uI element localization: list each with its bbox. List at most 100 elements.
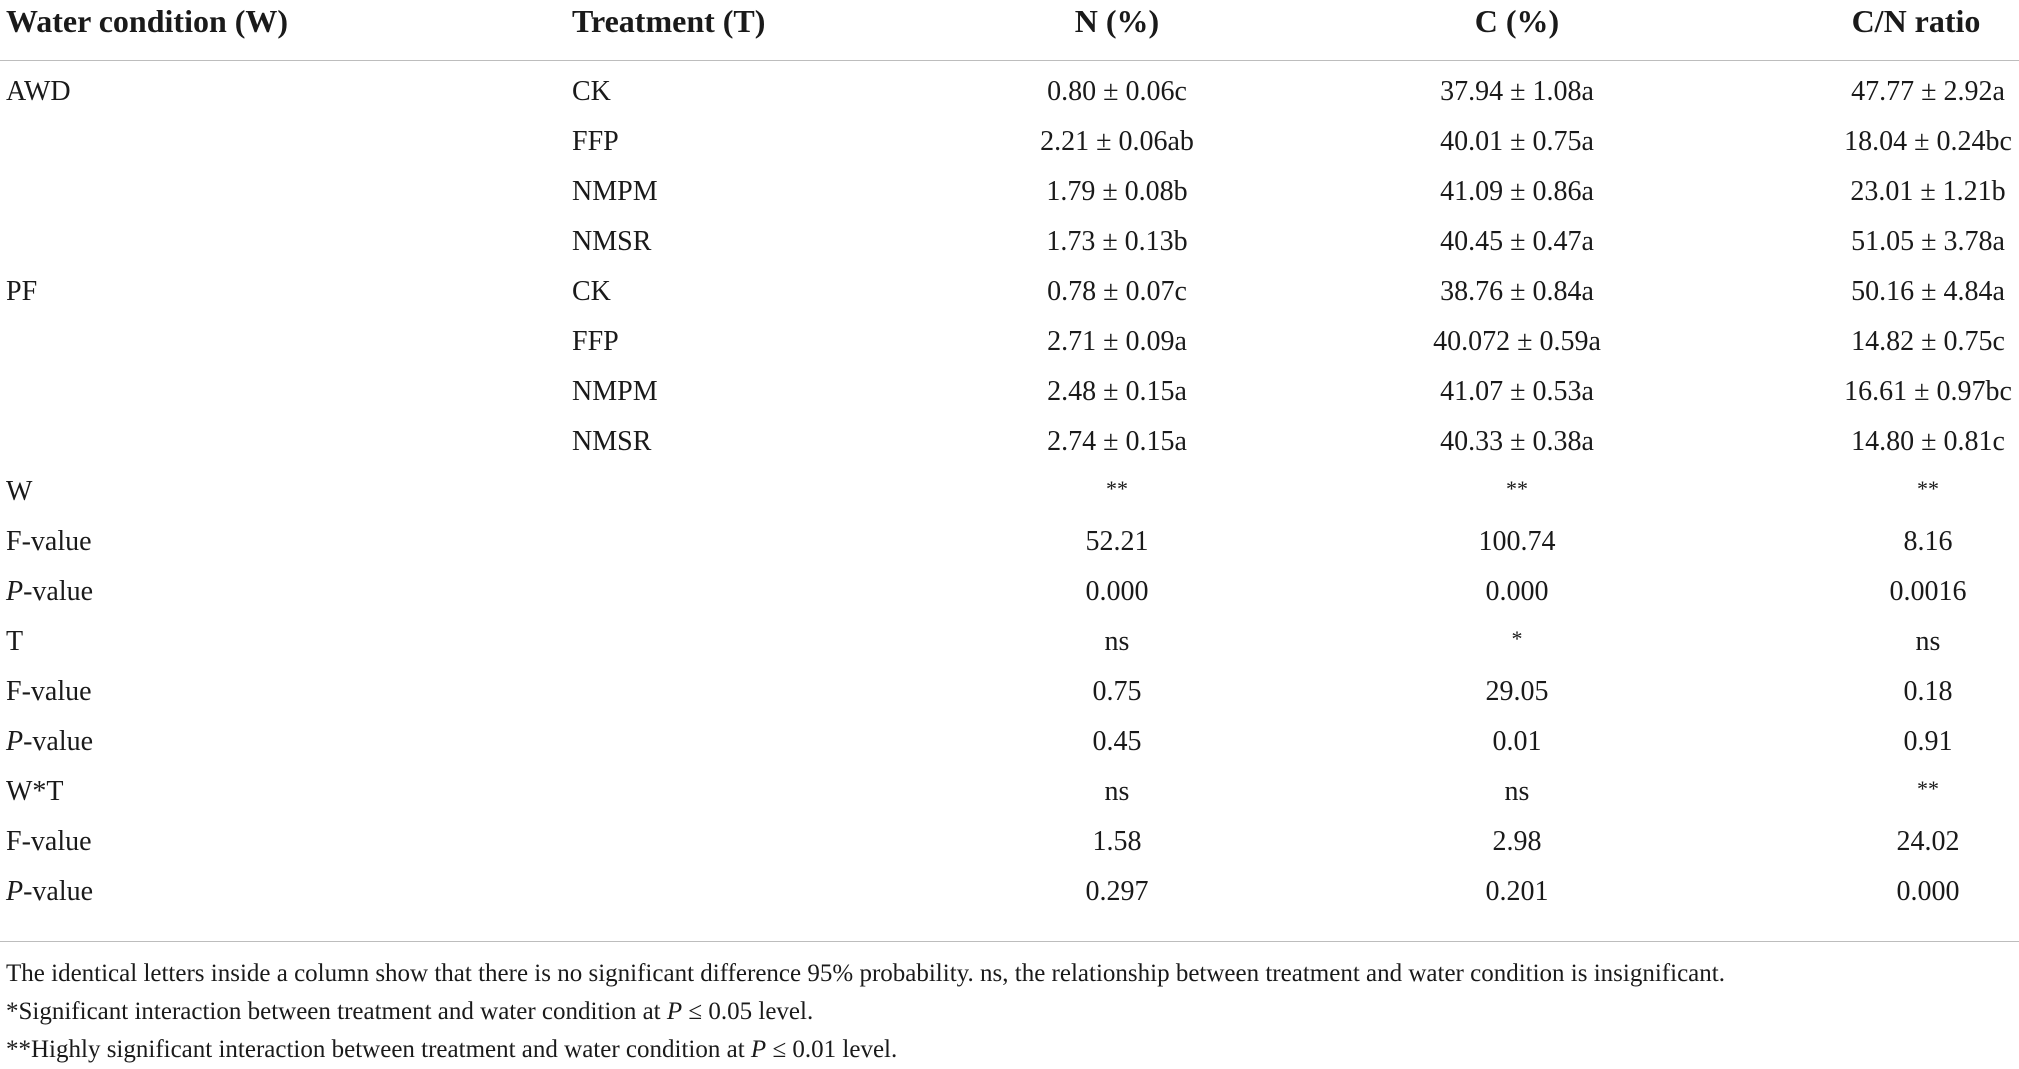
cell-n-stat: 52.21 bbox=[1085, 526, 1149, 557]
table-row: AWD CK 0.80 ± 0.06c 37.94 ± 1.08a 47.77 ± 2.… bbox=[0, 67, 2019, 117]
cell-cn-stat: ns bbox=[1915, 626, 1941, 657]
footnote-letters: The identical letters inside a column sh… bbox=[6, 960, 1725, 987]
cell-water-condition: PF bbox=[6, 276, 38, 307]
cell-cn-stat: ** bbox=[1917, 476, 1939, 501]
cell-cn-stat: 0.91 bbox=[1903, 726, 1953, 757]
cell-stat-label: F-value bbox=[6, 676, 92, 707]
cell-c-stat: 100.74 bbox=[1478, 526, 1556, 557]
stat-label-italic: P bbox=[6, 876, 24, 907]
stat-label-rest: -value bbox=[23, 576, 94, 607]
stat-label-rest: -value bbox=[23, 726, 94, 757]
cell-cn-ratio: 18.04 ± 0.24bc bbox=[1844, 126, 2012, 157]
table-row: NMSR 2.74 ± 0.15a 40.33 ± 0.38a 14.80 ± 0.8… bbox=[0, 417, 2019, 467]
cell-n-stat: 0.75 bbox=[1092, 676, 1142, 707]
cell-stat-label: P-value bbox=[6, 717, 93, 767]
cell-n-stat: 0.45 bbox=[1092, 726, 1142, 757]
cell-c-stat: ** bbox=[1506, 476, 1528, 501]
cell-cn-ratio: 51.05 ± 3.78a bbox=[1851, 226, 2005, 257]
cell-cn-stat: 8.16 bbox=[1903, 526, 1953, 557]
cell-cn-stat: ** bbox=[1917, 776, 1939, 801]
table-body: AWD CK 0.80 ± 0.06c 37.94 ± 1.08a 47.77 ± 2.… bbox=[0, 61, 2019, 917]
stats-row: F-value 52.21 100.74 8.16 bbox=[0, 517, 2019, 567]
results-table: Water condition (W) Treatment (T) N (%) … bbox=[0, 0, 2019, 917]
footnote-highly-significant-p: P bbox=[750, 1036, 767, 1063]
cell-treatment: NMPM bbox=[572, 176, 658, 207]
footnote-highly-significant-text: **Highly significant interaction between… bbox=[6, 1036, 751, 1063]
cell-c-stat: ns bbox=[1504, 776, 1530, 807]
cell-c-stat: 0.000 bbox=[1485, 576, 1549, 607]
cell-c-stat: 0.201 bbox=[1485, 876, 1549, 907]
cell-n-percent: 0.78 ± 0.07c bbox=[1047, 276, 1187, 307]
stat-label-italic: P bbox=[6, 576, 24, 607]
cell-n-percent: 1.79 ± 0.08b bbox=[1046, 176, 1188, 207]
table-row: FFP 2.71 ± 0.09a 40.072 ± 0.59a 14.82 ± 0.7… bbox=[0, 317, 2019, 367]
cell-c-percent: 41.07 ± 0.53a bbox=[1440, 376, 1594, 407]
footnote-highly-significant-level: ≤ 0.01 level. bbox=[766, 1036, 898, 1063]
table-footnotes: The identical letters inside a column sh… bbox=[6, 955, 2006, 1069]
cell-treatment: FFP bbox=[572, 126, 619, 157]
cell-n-percent: 2.71 ± 0.09a bbox=[1047, 326, 1187, 357]
table-row: NMSR 1.73 ± 0.13b 40.45 ± 0.47a 51.05 ± 3.7… bbox=[0, 217, 2019, 267]
cell-cn-stat: 0.18 bbox=[1903, 676, 1953, 707]
cell-c-percent: 40.01 ± 0.75a bbox=[1440, 126, 1594, 157]
stats-row: W*T ns ns ** bbox=[0, 767, 2019, 817]
cell-stat-label: W*T bbox=[6, 776, 64, 807]
cell-n-stat: ns bbox=[1104, 626, 1130, 657]
cell-cn-ratio: 47.77 ± 2.92a bbox=[1851, 76, 2005, 107]
cell-stat-label: F-value bbox=[6, 526, 92, 557]
cell-c-percent: 40.072 ± 0.59a bbox=[1433, 326, 1601, 357]
cell-treatment: NMSR bbox=[572, 426, 652, 457]
table-header: Water condition (W) Treatment (T) N (%) … bbox=[0, 0, 2019, 61]
cell-cn-ratio: 50.16 ± 4.84a bbox=[1851, 276, 2005, 307]
cell-cn-ratio: 14.82 ± 0.75c bbox=[1851, 326, 2005, 357]
cell-stat-label: P-value bbox=[6, 567, 93, 617]
stats-row: P-value 0.297 0.201 0.000 bbox=[0, 867, 2019, 917]
table-bottom-rule bbox=[0, 941, 2019, 942]
cell-treatment: NMPM bbox=[572, 376, 658, 407]
header-n-percent: N (%) bbox=[1074, 3, 1160, 39]
table-row: PF CK 0.78 ± 0.07c 38.76 ± 0.84a 50.16 ± 4.8… bbox=[0, 267, 2019, 317]
stats-row: P-value 0.45 0.01 0.91 bbox=[0, 717, 2019, 767]
cell-cn-stat: 0.000 bbox=[1896, 876, 1960, 907]
stats-row: F-value 0.75 29.05 0.18 bbox=[0, 667, 2019, 717]
cell-c-percent: 40.45 ± 0.47a bbox=[1440, 226, 1594, 257]
cell-stat-label: P-value bbox=[6, 867, 93, 917]
table-row: NMPM 2.48 ± 0.15a 41.07 ± 0.53a 16.61 ± 0.9… bbox=[0, 367, 2019, 417]
cell-n-percent: 1.73 ± 0.13b bbox=[1046, 226, 1188, 257]
cell-stat-label: F-value bbox=[6, 826, 92, 857]
footnote-significant-p: P bbox=[666, 998, 683, 1025]
footnote-significant: *Significant interaction between treatme… bbox=[6, 993, 2006, 1031]
footnote-significant-level: ≤ 0.05 level. bbox=[682, 998, 814, 1025]
cell-c-percent: 41.09 ± 0.86a bbox=[1440, 176, 1594, 207]
stats-row: W ** ** ** bbox=[0, 467, 2019, 517]
cell-treatment: FFP bbox=[572, 326, 619, 357]
cell-n-stat: 1.58 bbox=[1092, 826, 1142, 857]
cell-c-stat: 29.05 bbox=[1485, 676, 1549, 707]
stats-row: F-value 1.58 2.98 24.02 bbox=[0, 817, 2019, 867]
cell-cn-ratio: 23.01 ± 1.21b bbox=[1850, 176, 2006, 207]
cell-cn-ratio: 14.80 ± 0.81c bbox=[1851, 426, 2005, 457]
cell-n-percent: 0.80 ± 0.06c bbox=[1047, 76, 1187, 107]
cell-c-stat: 2.98 bbox=[1492, 826, 1542, 857]
cell-stat-label: W bbox=[6, 476, 33, 507]
cell-n-percent: 2.74 ± 0.15a bbox=[1047, 426, 1187, 457]
cell-n-stat: 0.297 bbox=[1085, 876, 1149, 907]
cell-water-condition: AWD bbox=[6, 76, 71, 107]
header-cn-ratio: C/N ratio bbox=[1851, 3, 1981, 39]
stats-row: P-value 0.000 0.000 0.0016 bbox=[0, 567, 2019, 617]
table-row: FFP 2.21 ± 0.06ab 40.01 ± 0.75a 18.04 ± 0.2… bbox=[0, 117, 2019, 167]
stat-label-italic: P bbox=[6, 726, 24, 757]
cell-treatment: CK bbox=[572, 276, 611, 307]
header-water-condition: Water condition (W) bbox=[6, 3, 289, 39]
cell-stat-label: T bbox=[6, 626, 24, 657]
cell-treatment: NMSR bbox=[572, 226, 652, 257]
cell-cn-ratio: 16.61 ± 0.97bc bbox=[1844, 376, 2012, 407]
cell-cn-stat: 0.0016 bbox=[1889, 576, 1967, 607]
cell-c-stat: 0.01 bbox=[1492, 726, 1542, 757]
cell-n-stat: ** bbox=[1106, 476, 1128, 501]
cell-n-percent: 2.21 ± 0.06ab bbox=[1040, 126, 1194, 157]
cell-cn-stat: 24.02 bbox=[1896, 826, 1960, 857]
cell-n-stat: 0.000 bbox=[1085, 576, 1149, 607]
cell-c-percent: 38.76 ± 0.84a bbox=[1440, 276, 1594, 307]
